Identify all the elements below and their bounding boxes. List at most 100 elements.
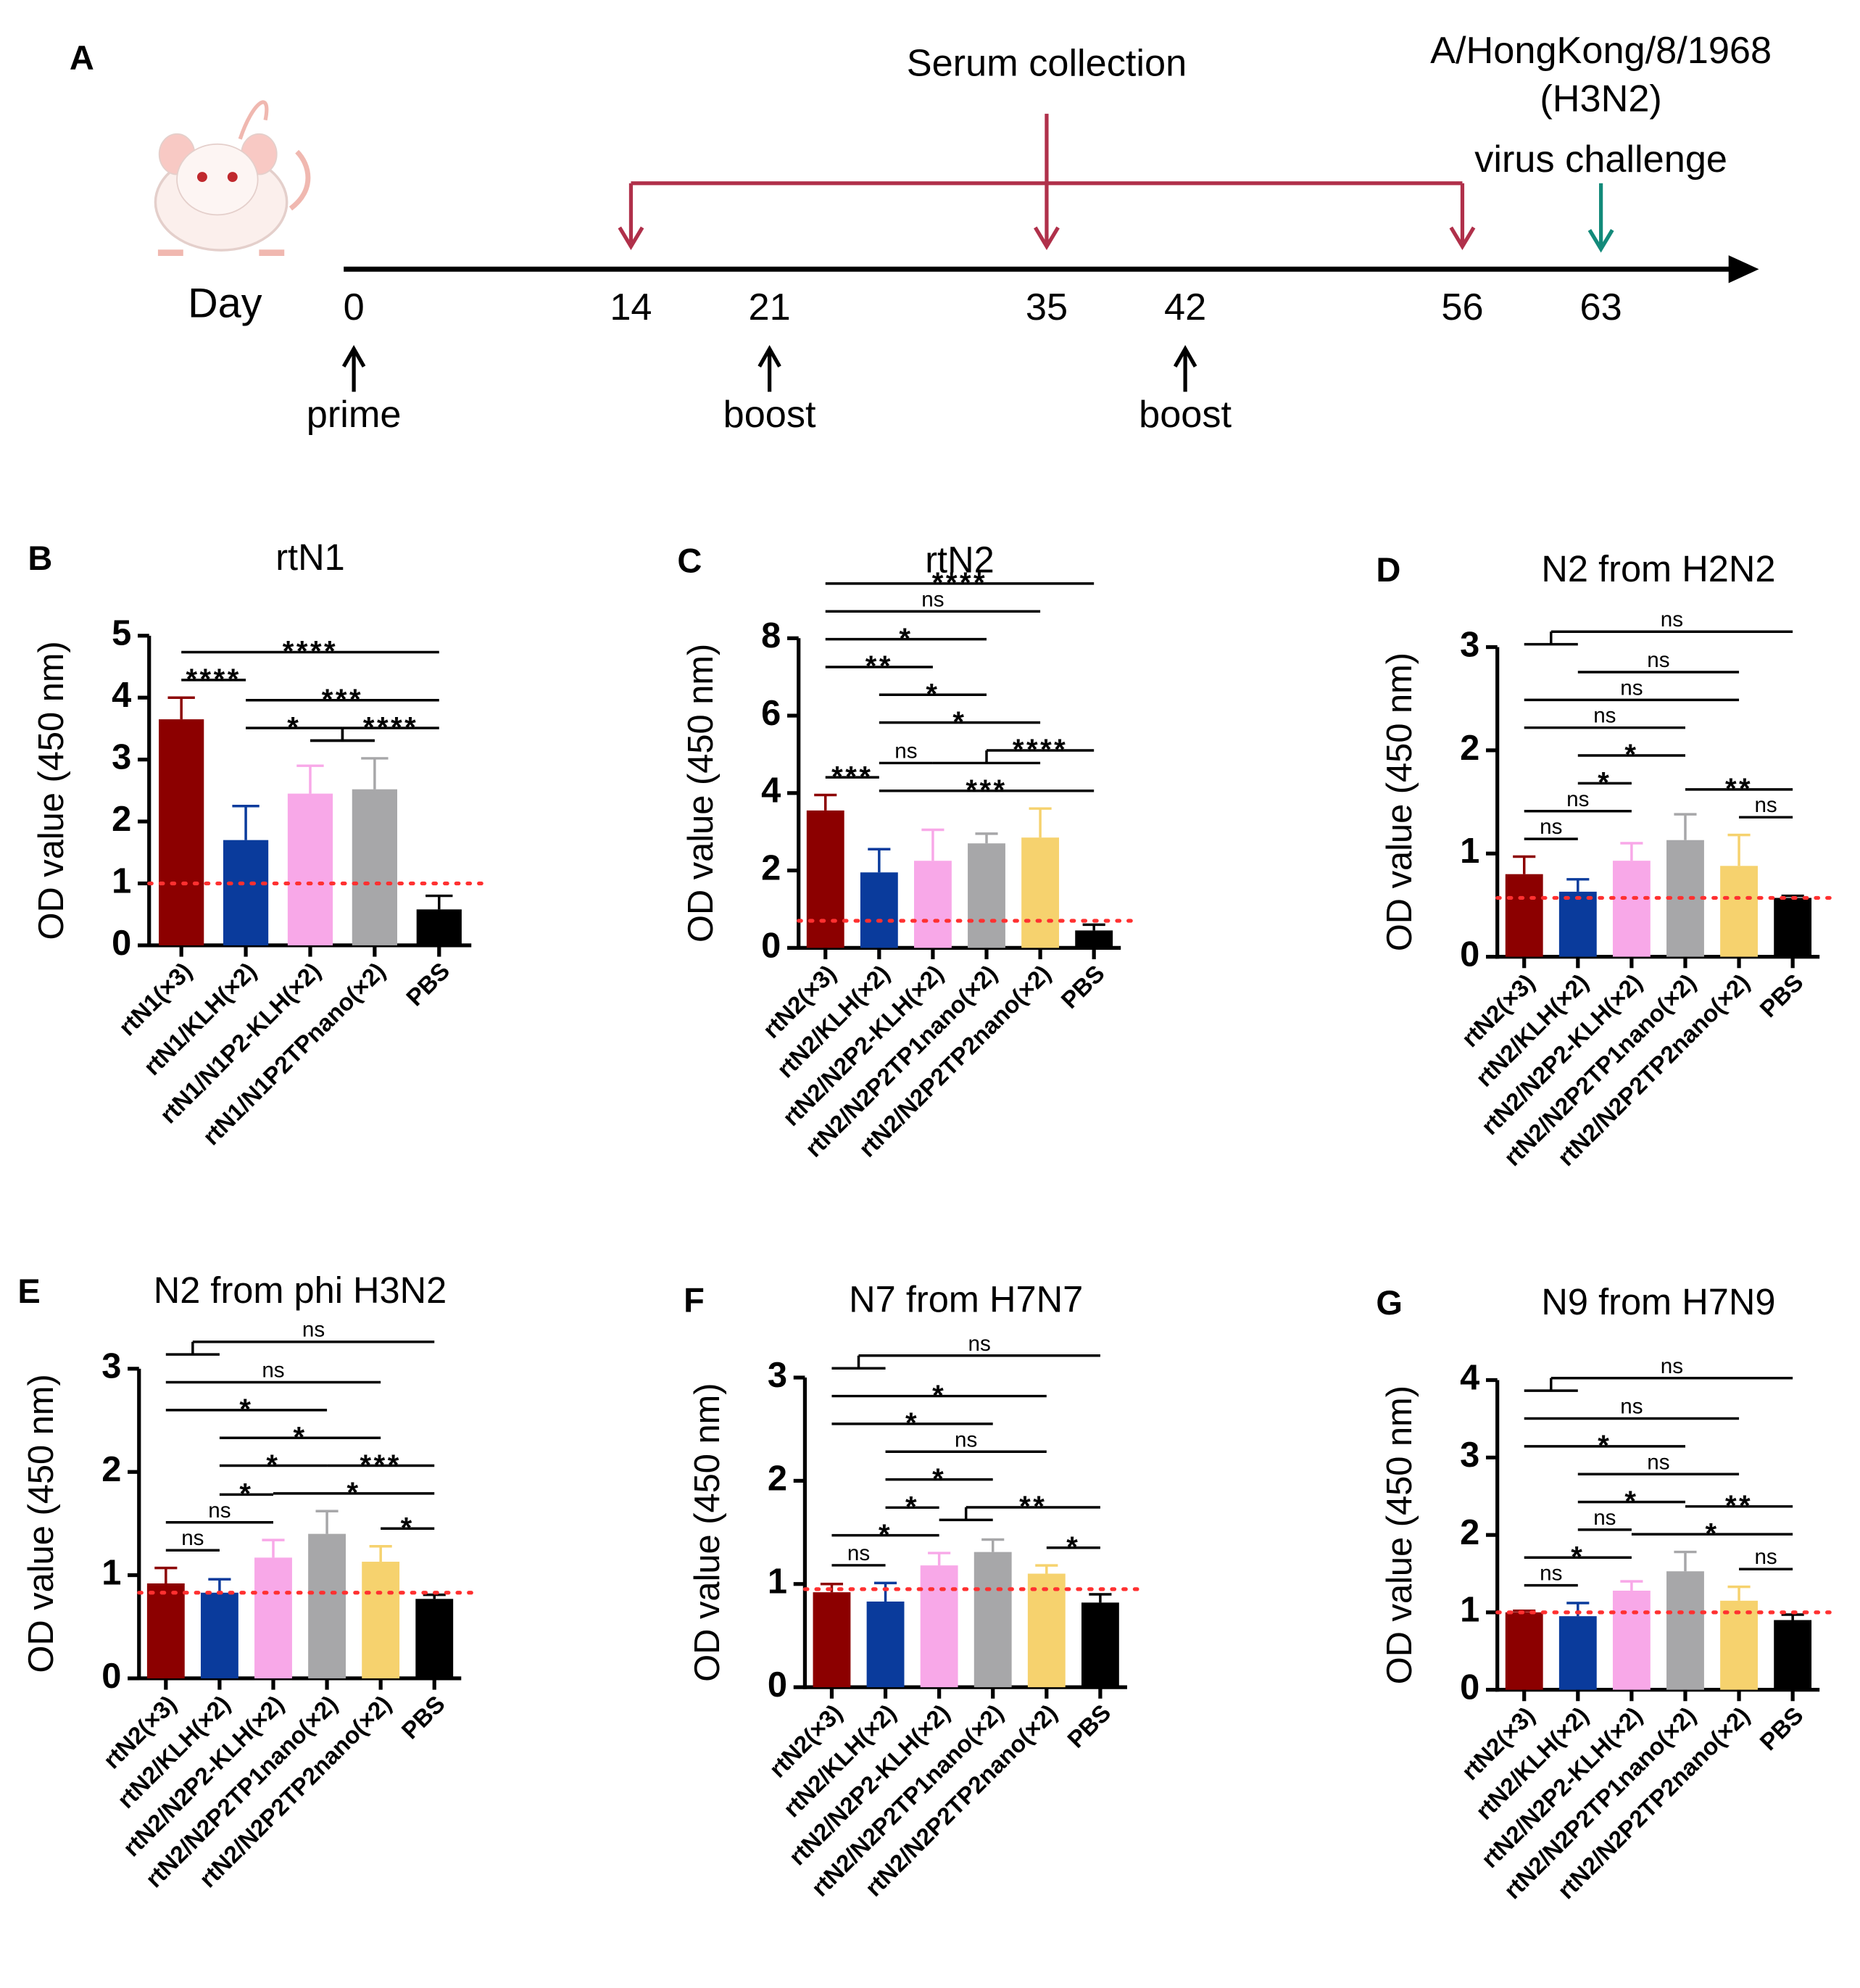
immunization-label: prime [307,394,402,436]
y-tick-label: 4 [1460,1358,1479,1397]
significance-label: * [1624,739,1638,771]
significance-label: ** [1019,1491,1047,1523]
y-axis-label: OD value (450 nm) [32,641,71,940]
significance-label: * [899,623,913,655]
y-tick-label: 0 [112,924,131,963]
y-tick-label: 0 [101,1657,121,1696]
significance-label: * [932,1463,946,1495]
significance-label: ns [1620,1395,1643,1419]
significance-label: * [879,1519,892,1551]
x-tick-label: PBS [397,1691,450,1744]
significance-label: **** [1013,734,1068,766]
significance-label: ns [1661,1354,1683,1378]
significance-label: * [1705,1517,1719,1549]
significance-label: ** [1725,1490,1753,1522]
significance-label: * [293,1421,307,1453]
y-tick-label: 4 [761,771,781,811]
bar [920,1565,958,1688]
significance-label: **** [186,663,241,695]
y-tick-label: 2 [761,848,781,887]
serum-label: Serum collection [907,43,1187,85]
y-tick-label: 3 [768,1356,787,1395]
y-axis-label: OD value (450 nm) [688,1383,727,1681]
significance-label: * [952,706,966,738]
bar [1081,1602,1119,1688]
bar [1666,840,1704,957]
y-tick-label: 1 [1460,1591,1479,1630]
chart-title: N2 from H2N2 [1541,548,1775,589]
significance-label: *** [966,774,1007,806]
day-tick-label: 56 [1441,286,1483,328]
significance-label: ns [1566,787,1589,811]
panel-letter: C [677,542,702,580]
bar [1558,891,1597,957]
bar [287,793,333,945]
bar [1612,861,1651,957]
immunization-label: boost [723,394,816,436]
day-tick-label: 0 [344,286,365,328]
bar [223,840,269,945]
significance-label: *** [322,684,363,716]
y-tick-label: 2 [768,1459,787,1498]
significance-label: ** [865,650,893,682]
bar [146,1583,185,1678]
significance-label: ns [847,1541,870,1565]
chart-title: rtN2 [925,539,995,581]
significance-label: ns [181,1526,204,1550]
y-tick-label: 8 [761,616,781,655]
x-tick-label: rtN1/KLH(×2) [138,958,262,1081]
significance-label: ns [1754,1545,1777,1569]
challenge-label: virus challenge [1474,138,1727,181]
bar [1720,1600,1758,1690]
challenge-arrowhead [1587,228,1614,253]
bar [973,1552,1012,1688]
x-tick-label: PBS [1755,1702,1809,1756]
significance-label: ns [1647,648,1669,672]
bar [416,909,462,945]
bar [1774,1620,1812,1690]
y-tick-label: 3 [1460,625,1479,664]
y-tick-label: 0 [1460,1668,1479,1707]
immunization-arrowhead [341,344,366,368]
y-tick-label: 2 [101,1450,121,1489]
bar [1021,837,1060,948]
bar [159,719,204,945]
panel-letter: G [1376,1283,1403,1322]
bar [308,1533,346,1678]
bar [913,861,952,948]
chart-title: N9 from H7N9 [1541,1281,1775,1322]
significance-label: ns [968,1332,991,1356]
y-axis-label: OD value (450 nm) [1380,1386,1419,1684]
y-tick-label: 2 [1460,729,1479,768]
bar [415,1599,454,1678]
y-tick-label: 2 [1460,1513,1479,1552]
significance-label: * [401,1512,415,1544]
significance-label: * [1598,1430,1611,1462]
bar [813,1592,851,1688]
bar [362,1562,400,1678]
x-tick-label: PBS [1063,1699,1116,1753]
significance-label: * [347,1477,361,1509]
significance-label: ns [302,1318,325,1342]
bar [352,789,397,945]
y-tick-label: 1 [101,1553,121,1592]
chart-title: N7 from H7N7 [849,1278,1083,1320]
y-axis-label: OD value (450 nm) [681,644,721,943]
significance-label: * [1624,1486,1638,1517]
significance-label: * [905,1407,919,1439]
significance-label: **** [932,567,987,599]
bar [1720,866,1758,957]
significance-label: * [287,711,301,743]
serum-arrowhead [618,226,644,250]
day-tick-label: 42 [1164,286,1206,328]
y-tick-label: 1 [768,1562,787,1602]
y-tick-label: 4 [112,676,131,715]
immunization-arrowhead [1173,344,1197,368]
significance-label: ns [921,587,944,611]
